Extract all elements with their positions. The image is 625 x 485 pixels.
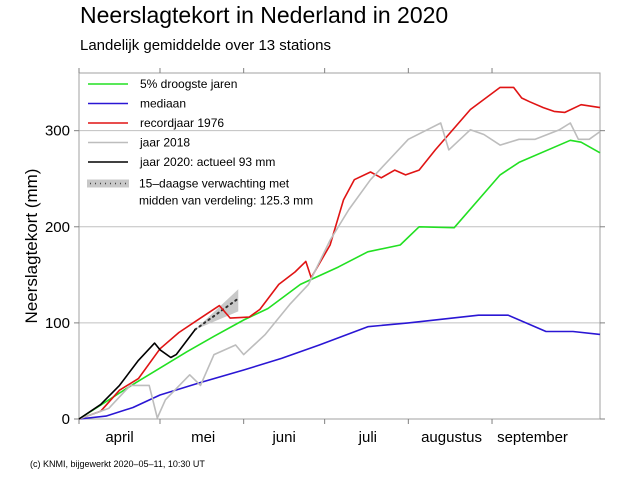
legend-label-3: jaar 2018 <box>139 136 190 150</box>
x-tick-label-mei: mei <box>191 429 215 446</box>
y-tick-label-300: 300 <box>45 123 70 140</box>
series-line-0 <box>78 139 601 420</box>
legend-swatch-forecast <box>87 179 129 188</box>
legend-label-forecast-line1: 15–daagse verwachting met <box>139 177 290 191</box>
x-tick-label-april: april <box>105 429 133 446</box>
forecast-median-line <box>194 297 240 331</box>
y-axis-title: Neerslagtekort (mm) <box>22 169 41 324</box>
x-tick-label-september: september <box>497 429 568 446</box>
grid-lines <box>79 130 600 324</box>
axes: 0 100 200 300 april mei juni juli augustus septem… <box>45 68 605 446</box>
legend-label-4: jaar 2020: actueel 93 mm <box>139 155 275 169</box>
legend-label-0: 5% droogste jaren <box>140 77 237 91</box>
x-tick-label-juli: juli <box>358 429 377 446</box>
legend-label-forecast-line2: midden van verdeling: 125.3 mm <box>139 194 313 208</box>
series-line-2 <box>78 86 601 420</box>
chart-title: Neerslagtekort in Nederland in 2020 <box>80 2 449 28</box>
forecast-cone <box>194 289 240 331</box>
x-tick-label-augustus: augustus <box>421 429 482 446</box>
y-tick-label-200: 200 <box>45 219 70 236</box>
series-line-3 <box>78 122 601 420</box>
series-line-1 <box>78 314 601 420</box>
y-tick-label-0: 0 <box>62 411 70 428</box>
legend-label-2: recordjaar 1976 <box>140 116 224 130</box>
legend-label-1: mediaan <box>140 97 186 111</box>
y-tick-label-100: 100 <box>45 315 70 332</box>
footer-credit: (c) KNMI, bijgewerkt 2020–05–11, 10:30 U… <box>30 459 205 469</box>
x-tick-label-juni: juni <box>271 429 295 446</box>
forecast-band <box>195 289 239 330</box>
chart-subtitle: Landelijk gemiddelde over 13 stations <box>80 37 331 54</box>
series-line-4 <box>78 329 196 420</box>
legend: 5% droogste jaren mediaan recordjaar 1976 j… <box>87 77 313 208</box>
series-lines <box>78 86 601 420</box>
plot-frame <box>78 72 601 420</box>
